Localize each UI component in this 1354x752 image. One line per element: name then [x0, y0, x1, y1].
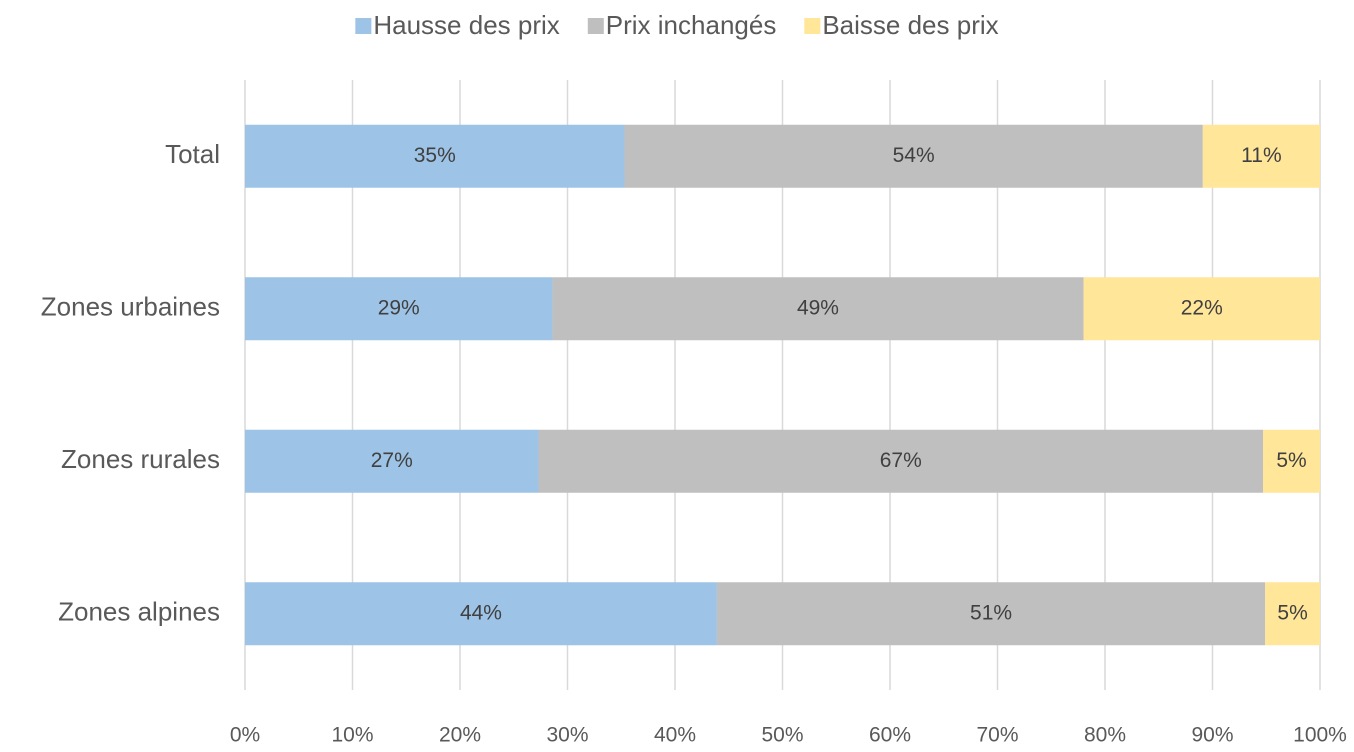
data-label: 49%	[797, 296, 839, 319]
data-label: 11%	[1241, 144, 1281, 167]
x-tick-label: 0%	[230, 724, 260, 747]
x-tick-label: 10%	[331, 724, 373, 747]
x-tick-label: 40%	[654, 724, 696, 747]
x-tick-label: 20%	[439, 724, 481, 747]
data-label: 51%	[970, 601, 1012, 624]
bar-segment	[1263, 429, 1320, 493]
data-label: 67%	[880, 449, 922, 472]
data-label: 35%	[414, 144, 456, 167]
x-tick-label: 50%	[761, 724, 803, 747]
legend-label: Hausse des prix	[373, 10, 559, 40]
legend-swatch	[355, 18, 372, 34]
bar-segment	[538, 429, 1264, 493]
bar-segment	[245, 429, 539, 493]
category-label: Zones rurales	[61, 444, 220, 474]
legend-swatch	[804, 18, 821, 34]
bar-segment	[1265, 582, 1320, 646]
legend-label: Baisse des prix	[822, 10, 998, 40]
data-label: 44%	[460, 601, 502, 624]
data-label: 29%	[378, 296, 420, 319]
bar-segment	[245, 277, 553, 341]
category-label: Total	[165, 139, 220, 169]
x-tick-label: 90%	[1191, 724, 1233, 747]
legend: Hausse des prix Prix inchangés Baisse des …	[355, 10, 999, 40]
x-tick-label: 80%	[1084, 724, 1126, 747]
data-label: 22%	[1181, 296, 1223, 319]
data-label: 5%	[1277, 601, 1307, 624]
data-label: 27%	[371, 449, 413, 472]
bar-segment	[1202, 124, 1320, 188]
legend-label: Prix inchangés	[606, 10, 777, 40]
x-tick-label: 60%	[869, 724, 911, 747]
bar-segment	[1083, 277, 1320, 341]
x-tick-label: 70%	[976, 724, 1018, 747]
category-label: Zones urbaines	[41, 292, 220, 322]
bar-segment	[552, 277, 1084, 341]
legend-swatch	[587, 18, 604, 34]
category-label: Zones alpines	[58, 597, 220, 627]
bar-segment	[716, 582, 1266, 646]
bar-segment	[624, 124, 1203, 188]
data-label: 54%	[893, 144, 935, 167]
bar-segment	[245, 582, 717, 646]
bar-segment	[245, 124, 625, 188]
data-label: 5%	[1276, 449, 1306, 472]
x-tick-label: 100%	[1293, 724, 1347, 747]
x-tick-label: 30%	[546, 724, 588, 747]
